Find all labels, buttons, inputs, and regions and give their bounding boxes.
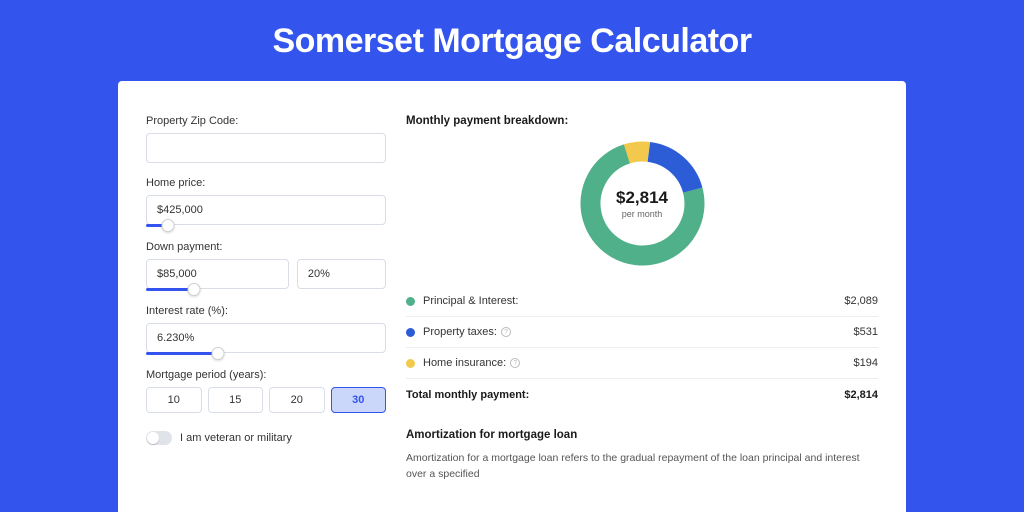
slider-thumb[interactable] [188,283,201,296]
total-amount: $2,814 [844,389,878,401]
interest-rate-group: Interest rate (%): [146,305,386,355]
zip-input[interactable] [146,133,386,163]
legend-dot [406,328,415,337]
legend-label: Property taxes:? [423,326,854,338]
slider-thumb[interactable] [212,347,225,360]
zip-group: Property Zip Code: [146,115,386,163]
legend-amount: $194 [854,357,878,369]
payment-donut-chart: $2,814 per month [580,141,705,266]
legend-label: Principal & Interest: [423,295,844,307]
page-title: Somerset Mortgage Calculator [0,0,1024,81]
donut-center-amount: $2,814 [616,188,668,208]
home-price-label: Home price: [146,177,386,189]
period-button-15[interactable]: 15 [208,387,264,413]
amortization-section: Amortization for mortgage loan Amortizat… [406,429,878,483]
interest-rate-input[interactable] [146,323,386,353]
total-label: Total monthly payment: [406,389,844,401]
down-payment-label: Down payment: [146,241,386,253]
breakdown-column: Monthly payment breakdown: $2,814 per mo… [406,115,878,512]
home-price-input[interactable] [146,195,386,225]
interest-rate-slider[interactable] [146,352,386,355]
legend-dot [406,359,415,368]
period-button-20[interactable]: 20 [269,387,325,413]
inputs-column: Property Zip Code: Home price: Down paym… [146,115,386,512]
veteran-row: I am veteran or military [146,431,386,445]
legend-label: Home insurance:? [423,357,854,369]
donut-center-sub: per month [622,209,663,219]
home-price-slider[interactable] [146,224,386,227]
interest-rate-label: Interest rate (%): [146,305,386,317]
period-group: Mortgage period (years): 10152030 [146,369,386,413]
amortization-title: Amortization for mortgage loan [406,429,878,441]
veteran-label: I am veteran or military [180,432,292,444]
legend-row: Principal & Interest:$2,089 [406,286,878,316]
legend-row: Property taxes:?$531 [406,316,878,347]
info-icon[interactable]: ? [501,327,511,337]
info-icon[interactable]: ? [510,358,520,368]
veteran-toggle[interactable] [146,431,172,445]
down-payment-amount-input[interactable] [146,259,289,289]
period-button-30[interactable]: 30 [331,387,387,413]
period-button-10[interactable]: 10 [146,387,202,413]
total-row: Total monthly payment: $2,814 [406,378,878,411]
donut-container: $2,814 per month [406,141,878,266]
home-price-group: Home price: [146,177,386,227]
down-payment-group: Down payment: [146,241,386,291]
calculator-card: Property Zip Code: Home price: Down paym… [118,81,906,512]
down-payment-slider[interactable] [146,288,386,291]
slider-thumb[interactable] [161,219,174,232]
down-payment-pct-input[interactable] [297,259,386,289]
amortization-text: Amortization for a mortgage loan refers … [406,451,878,483]
zip-label: Property Zip Code: [146,115,386,127]
breakdown-title: Monthly payment breakdown: [406,115,878,127]
toggle-knob [147,432,159,444]
legend-row: Home insurance:?$194 [406,347,878,378]
legend-amount: $531 [854,326,878,338]
period-label: Mortgage period (years): [146,369,386,381]
legend-dot [406,297,415,306]
legend-amount: $2,089 [844,295,878,307]
